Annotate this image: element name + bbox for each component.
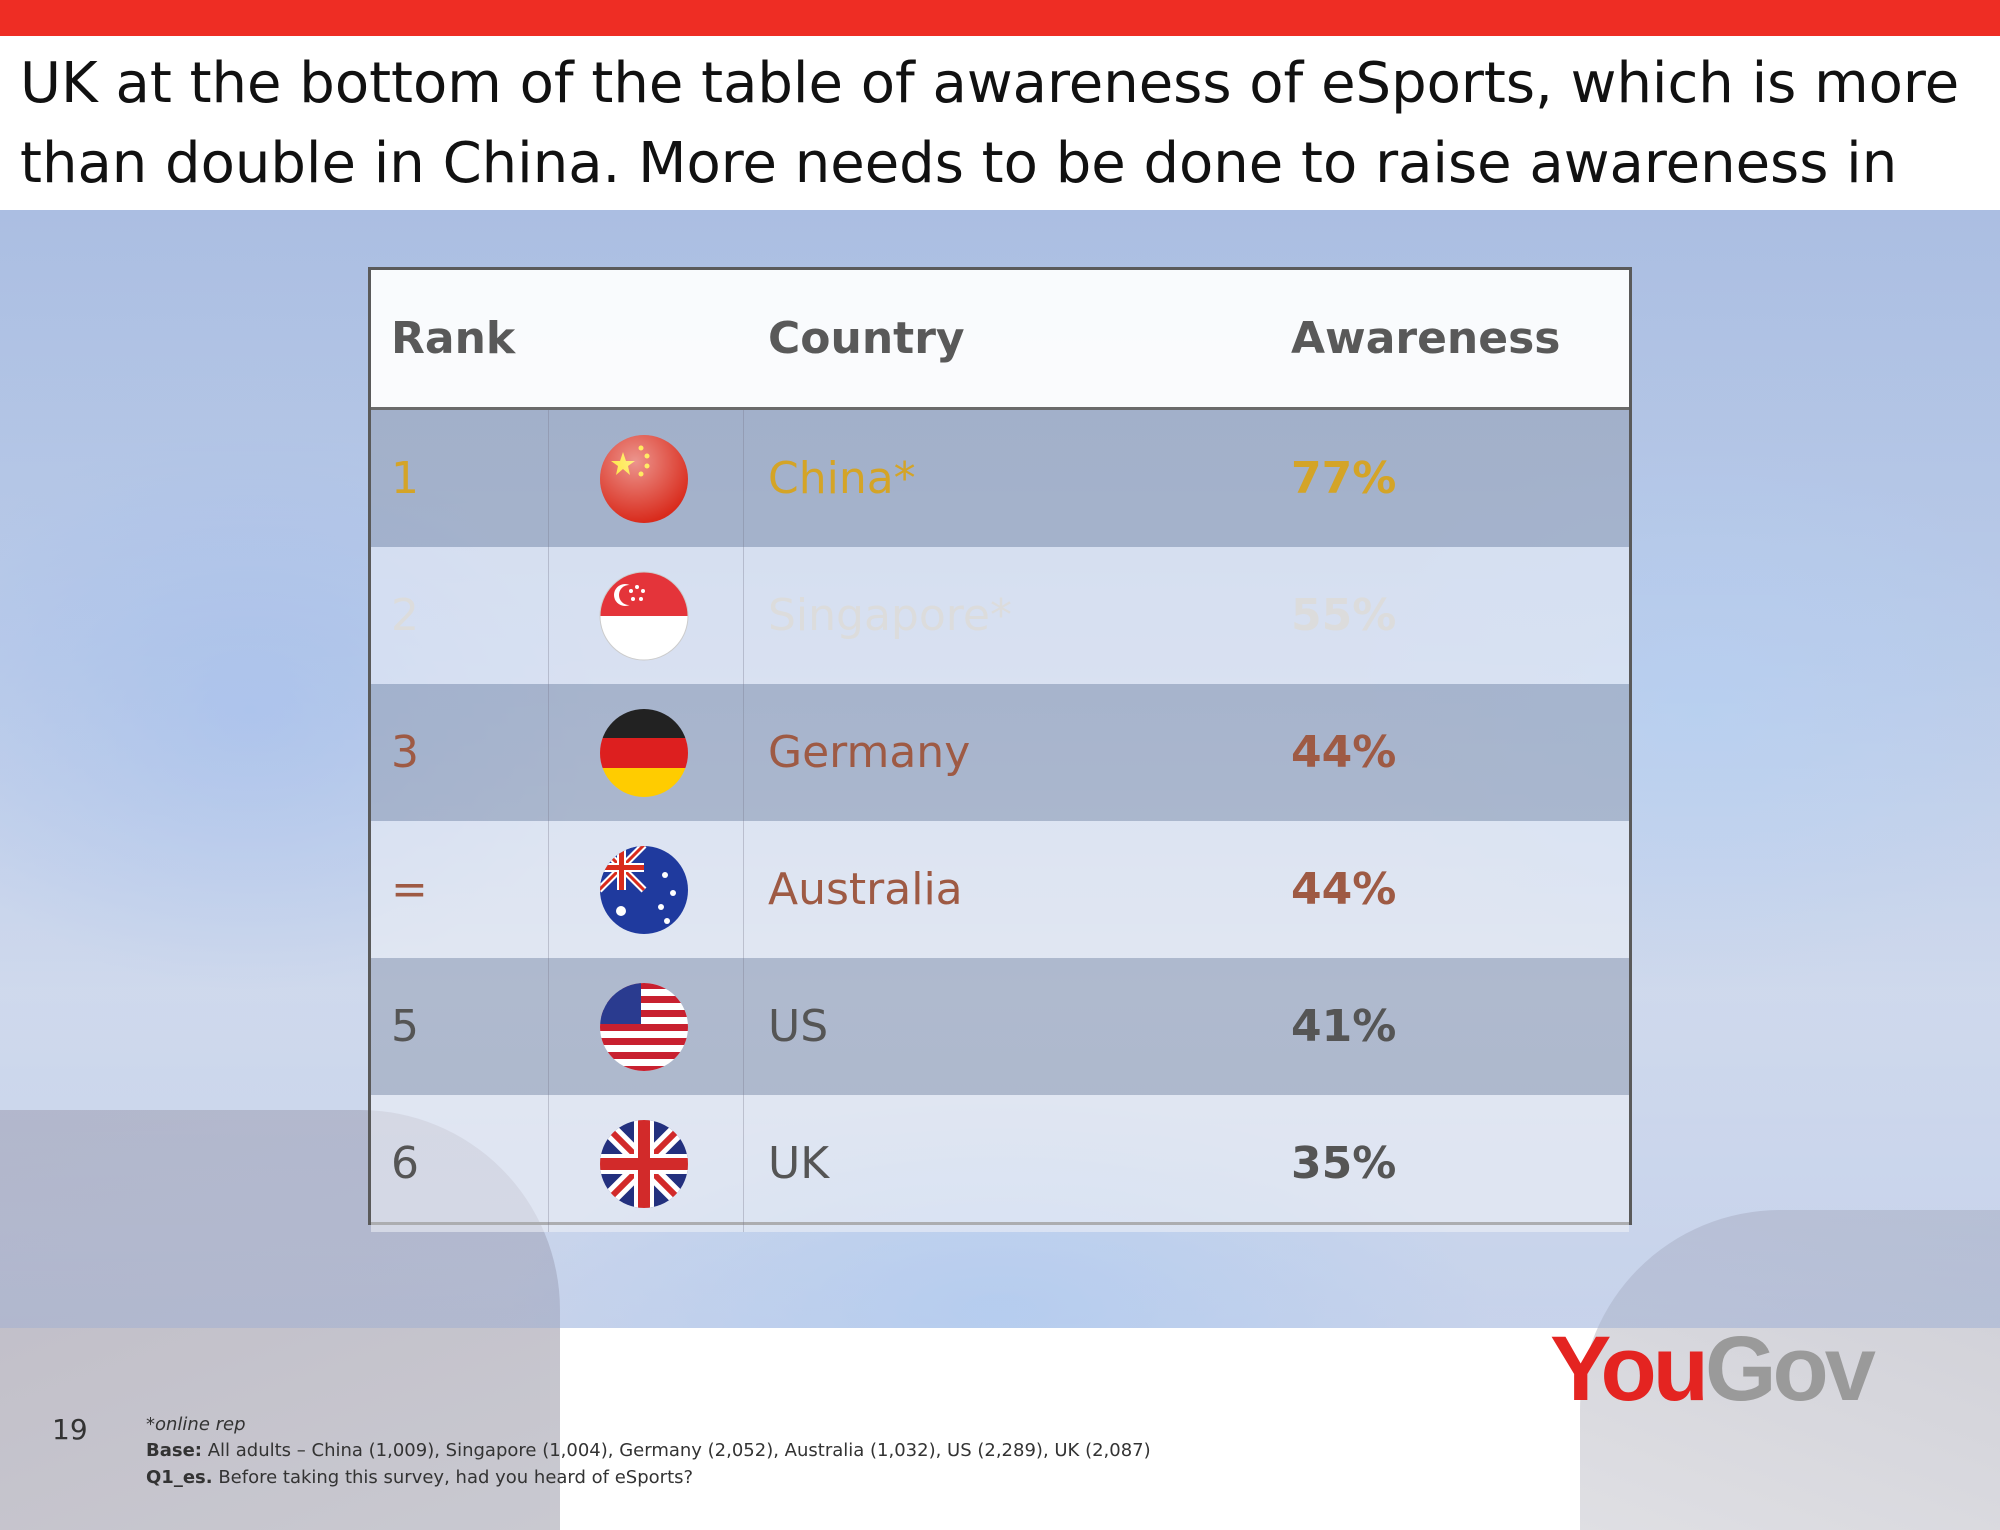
rank-cell: 6 xyxy=(391,1138,419,1189)
table-row: 6 UK 35% xyxy=(371,1095,1629,1232)
table-row: 1 China* 77% xyxy=(371,410,1629,547)
table-row: 2 Singapore* 55% xyxy=(371,547,1629,684)
accent-bar xyxy=(0,0,2000,36)
base-text: All adults – China (1,009), Singapore (1… xyxy=(202,1440,1151,1461)
country-cell: US xyxy=(768,1001,829,1052)
country-cell: UK xyxy=(768,1138,830,1189)
awareness-cell: 77% xyxy=(1291,453,1397,504)
footnote-online-rep: *online rep xyxy=(146,1414,246,1435)
svg-text:YouGov: YouGov xyxy=(1550,1320,1876,1420)
us-flag-icon xyxy=(600,983,688,1071)
page-title: UK at the bottom of the table of awarene… xyxy=(20,51,1960,276)
column-header-country: Country xyxy=(768,313,965,364)
column-header-awareness: Awareness xyxy=(1291,313,1561,364)
question-text: Before taking this survey, had you heard… xyxy=(212,1467,694,1488)
awareness-cell: 35% xyxy=(1291,1138,1397,1189)
table-row: = Australia 44% xyxy=(371,821,1629,958)
awareness-table: Rank Country Awareness 1 China* 77% 2 xyxy=(368,267,1632,1232)
awareness-cell: 44% xyxy=(1291,727,1397,778)
footnote-question: Q1_es. Before taking this survey, had yo… xyxy=(146,1467,693,1488)
uk-flag-icon xyxy=(600,1120,688,1208)
china-flag-icon xyxy=(600,435,688,523)
singapore-flag-icon xyxy=(599,571,689,661)
rank-cell: = xyxy=(391,864,428,915)
australia-flag-icon xyxy=(600,846,688,934)
table-header: Rank Country Awareness xyxy=(371,270,1629,410)
table-row: 5 US 41% xyxy=(371,958,1629,1095)
awareness-cell: 41% xyxy=(1291,1001,1397,1052)
rank-cell: 3 xyxy=(391,727,419,778)
germany-flag-icon xyxy=(600,709,688,797)
awareness-cell: 44% xyxy=(1291,864,1397,915)
page-number: 19 xyxy=(52,1413,88,1446)
country-cell: Germany xyxy=(768,727,971,778)
awareness-cell: 55% xyxy=(1291,590,1397,641)
rank-cell: 2 xyxy=(391,590,419,641)
rank-cell: 1 xyxy=(391,453,419,504)
table-row: 3 Germany 44% xyxy=(371,684,1629,821)
column-header-rank: Rank xyxy=(391,313,516,364)
footnote-base: Base: All adults – China (1,009), Singap… xyxy=(146,1440,1151,1461)
base-label: Base: xyxy=(146,1440,202,1461)
yougov-logo: YouGov xyxy=(1550,1320,1880,1420)
country-cell: China* xyxy=(768,453,916,504)
rank-cell: 5 xyxy=(391,1001,419,1052)
country-cell: Singapore* xyxy=(768,590,1012,641)
country-cell: Australia xyxy=(768,864,963,915)
question-label: Q1_es. xyxy=(146,1467,213,1488)
